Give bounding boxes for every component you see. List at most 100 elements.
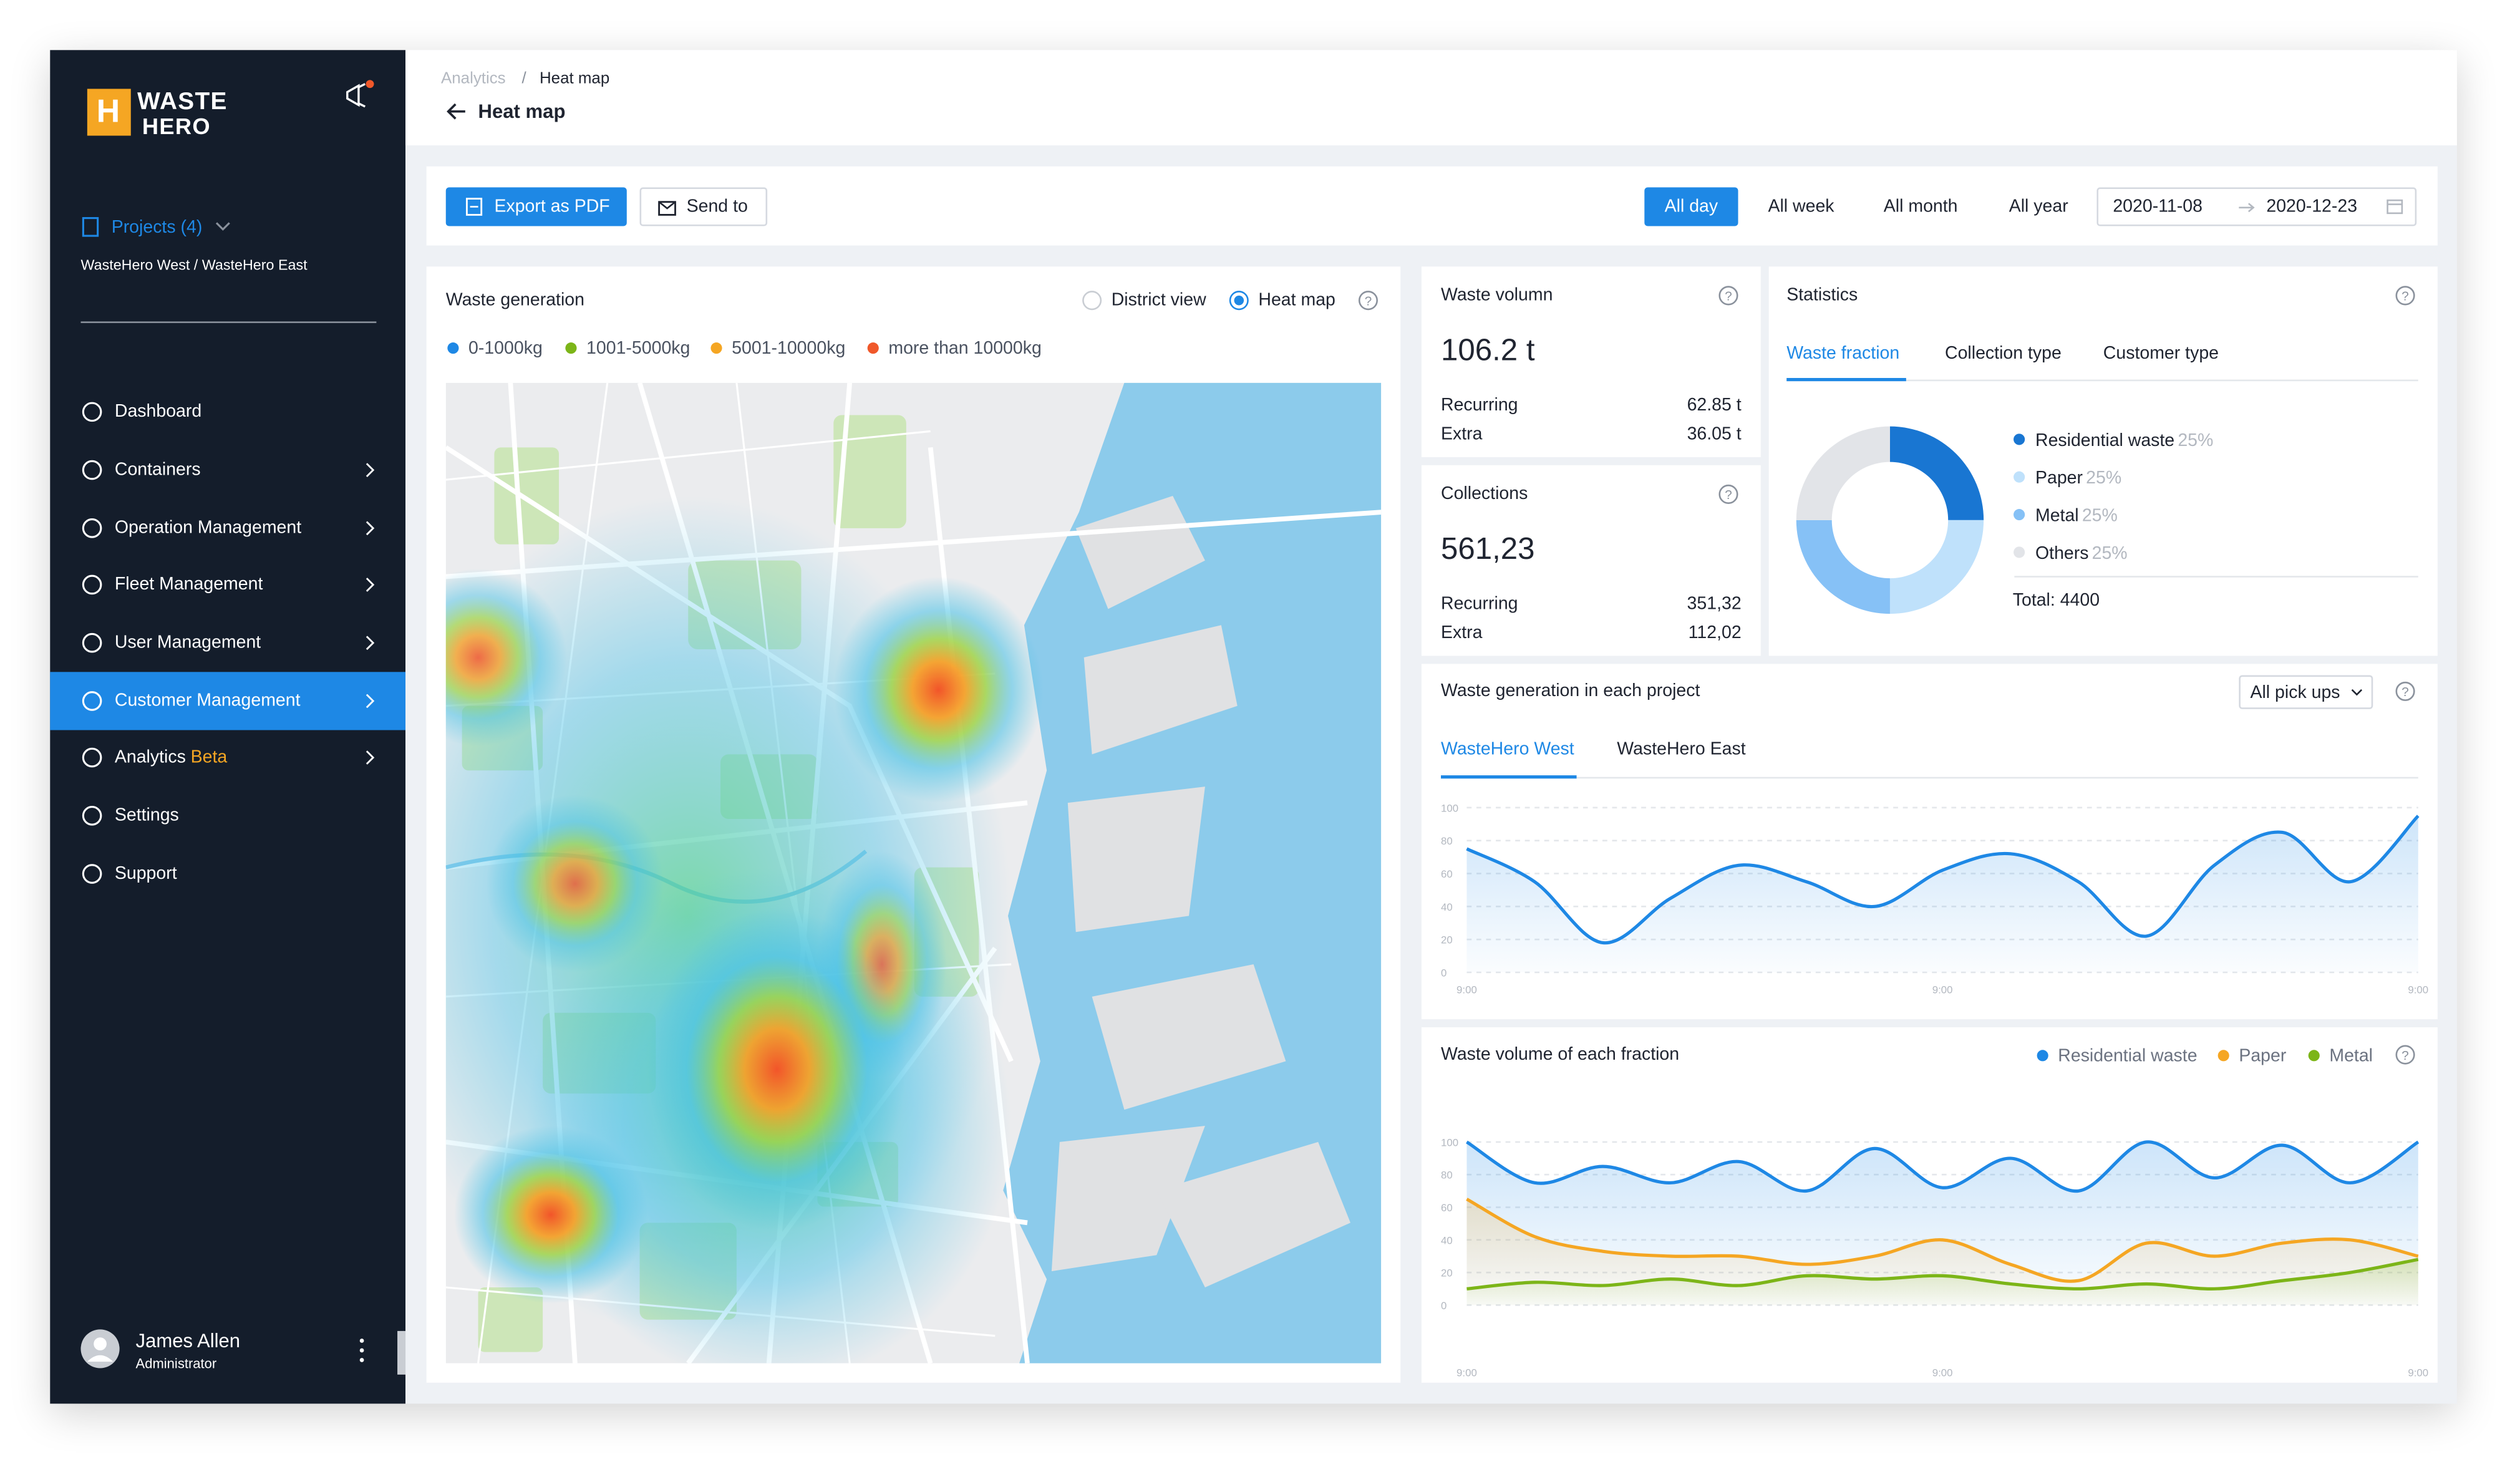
chevron-down[interactable]: [215, 220, 231, 233]
radio[interactable]: [1081, 289, 1103, 312]
legend-dot: [710, 342, 722, 354]
menu-item[interactable]: Support: [50, 845, 405, 903]
chevron-right: [366, 750, 375, 765]
range-button[interactable]: All day: [1664, 196, 1718, 217]
menu-icon: [82, 460, 102, 480]
menu-icon: [82, 864, 102, 884]
card-title: Statistics: [1786, 286, 1858, 306]
legend-value: 25%: [2092, 543, 2128, 563]
send-button[interactable]: Send to: [639, 187, 768, 226]
range-button[interactable]: All week: [1768, 196, 1834, 217]
scrollbar: [397, 1330, 406, 1375]
tab[interactable]: Customer type: [2103, 344, 2219, 364]
range-button[interactable]: All month: [1883, 196, 1958, 217]
menu-label[interactable]: Customer Management: [114, 691, 301, 711]
help-icon[interactable]: ?: [2394, 680, 2416, 702]
legend-dot: [866, 342, 878, 354]
radio-selected[interactable]: [1228, 289, 1250, 312]
help-icon[interactable]: ?: [1717, 284, 1740, 307]
help-icon[interactable]: ?: [2394, 284, 2416, 307]
menu-label[interactable]: Settings: [114, 806, 179, 826]
avatar: [80, 1329, 120, 1368]
legend-dot: [2217, 1050, 2229, 1062]
row-value: 112,02: [1688, 623, 1742, 643]
logo-text: WASTE: [137, 88, 228, 116]
menu-label[interactable]: Support: [114, 864, 177, 884]
notification-icon[interactable]: [342, 77, 375, 113]
project-names: WasteHero West / WasteHero East: [80, 256, 308, 273]
x-tick-label: 9:00: [1456, 1367, 1477, 1378]
menu-item[interactable]: Fleet Management: [50, 556, 405, 614]
send-label[interactable]: Send to: [686, 196, 748, 217]
tab-divider: [1441, 777, 2418, 779]
svg-text:?: ?: [1725, 488, 1732, 502]
row-label: Extra: [1441, 425, 1483, 445]
view-option[interactable]: District view: [1111, 291, 1206, 311]
legend-dot: [2014, 509, 2025, 521]
menu-label[interactable]: Containers: [114, 460, 201, 480]
area: [1466, 1259, 2418, 1305]
menu-label[interactable]: Dashboard: [114, 402, 202, 422]
tab-active[interactable]: WasteHero West: [1441, 740, 1574, 760]
donut-chart: Residential waste 25% Paper 25% Metal 25% Othe…: [1796, 426, 2418, 614]
row-value: 351,32: [1687, 594, 1742, 614]
menu-item[interactable]: Settings: [50, 787, 405, 845]
menu-item[interactable]: Containers: [50, 441, 405, 499]
menu-item[interactable]: Operation Management: [50, 499, 405, 557]
menu-label[interactable]: Operation Management: [114, 518, 302, 538]
y-tick-label: 100: [1441, 1136, 1458, 1148]
logo-letter: H: [96, 94, 120, 130]
legend-dot: [2307, 1050, 2319, 1062]
tab[interactable]: Collection type: [1944, 344, 2062, 364]
menu-item[interactable]: Customer Management: [50, 672, 406, 730]
chevron-right: [366, 636, 375, 651]
tab-underline: [1441, 775, 1577, 779]
help-icon[interactable]: ?: [1717, 483, 1740, 505]
map[interactable]: [445, 382, 1382, 1363]
tab-active[interactable]: Waste fraction: [1786, 344, 1900, 364]
menu-icon: [82, 632, 102, 653]
y-tick-label: 20: [1441, 934, 1453, 946]
export-button[interactable]: Export as PDF: [445, 187, 627, 226]
y-tick-label: 60: [1441, 1202, 1453, 1214]
menu-badge: Beta: [190, 748, 228, 768]
range-button[interactable]: All year: [2009, 196, 2068, 217]
y-tick-label: 80: [1441, 835, 1453, 847]
y-tick-label: 60: [1441, 868, 1453, 880]
export-label[interactable]: Export as PDF: [494, 196, 610, 217]
card-title: Waste volumn: [1441, 286, 1553, 306]
dropdown-label[interactable]: All pick ups: [2250, 683, 2340, 703]
legend-dot: [447, 342, 458, 354]
legend-dot: [2014, 471, 2025, 483]
legend-label: Paper: [2239, 1047, 2287, 1067]
breadcrumb-parent[interactable]: Analytics: [440, 70, 506, 89]
menu-icon: [82, 518, 102, 538]
area: [1466, 816, 2418, 972]
user-menu[interactable]: [356, 1336, 369, 1365]
help-icon[interactable]: ?: [2394, 1043, 2416, 1066]
menu-item[interactable]: Analytics Beta: [50, 729, 405, 787]
y-tick-label: 40: [1441, 1234, 1453, 1246]
chevron-right: [366, 463, 375, 477]
view-option[interactable]: Heat map: [1258, 291, 1335, 311]
date-range[interactable]: 2020-11-08 2020-12-23: [2096, 187, 2417, 226]
menu-label[interactable]: Analytics Beta: [114, 748, 228, 768]
menu-item[interactable]: Dashboard: [50, 383, 405, 441]
tab[interactable]: WasteHero East: [1617, 740, 1746, 760]
tab-divider: [1786, 379, 2418, 382]
user-name: James Allen: [135, 1329, 241, 1352]
date-to[interactable]: 2020-12-23: [2266, 196, 2358, 217]
projects-selector[interactable]: Projects (4): [111, 218, 203, 238]
row-label: Recurring: [1441, 594, 1518, 614]
back-arrow[interactable]: [446, 102, 467, 121]
range-active[interactable]: [1644, 187, 1738, 226]
menu-label[interactable]: Fleet Management: [114, 574, 263, 595]
menu-item[interactable]: User Management: [50, 614, 405, 672]
help-icon[interactable]: ?: [1357, 289, 1379, 312]
date-from[interactable]: 2020-11-08: [2113, 196, 2203, 217]
statistics-total: Total: 4400: [2013, 590, 2100, 610]
toolbar: [426, 166, 2438, 246]
dropdown[interactable]: All pick ups: [2239, 675, 2373, 709]
menu-label[interactable]: User Management: [114, 633, 261, 653]
